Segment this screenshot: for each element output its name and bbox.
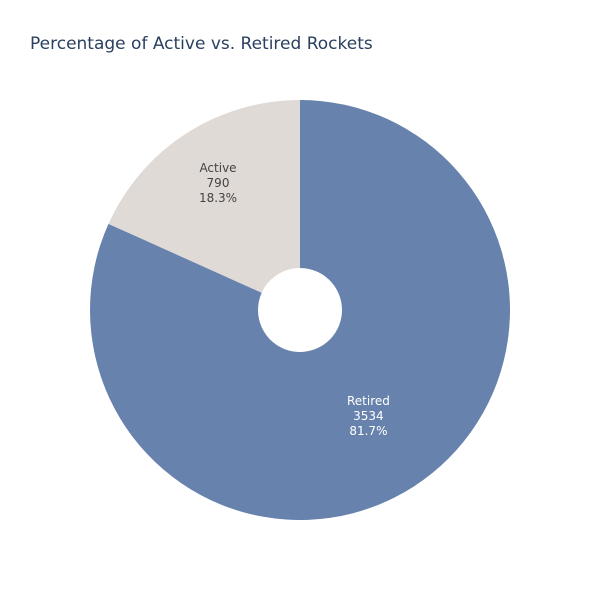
slice-label-value-retired: 3534	[353, 409, 384, 423]
donut-slices	[89, 100, 511, 520]
slice-label-percent-active: 18.3%	[199, 191, 237, 205]
chart-title: Percentage of Active vs. Retired Rockets	[30, 34, 373, 54]
slice-active[interactable]	[108, 100, 300, 293]
slice-label-name-active: Active	[199, 161, 236, 175]
slice-label-value-active: 790	[207, 176, 230, 190]
slice-label-percent-retired: 81.7%	[349, 424, 387, 438]
slice-retired[interactable]	[89, 100, 511, 520]
slice-label-name-retired: Retired	[347, 394, 390, 408]
